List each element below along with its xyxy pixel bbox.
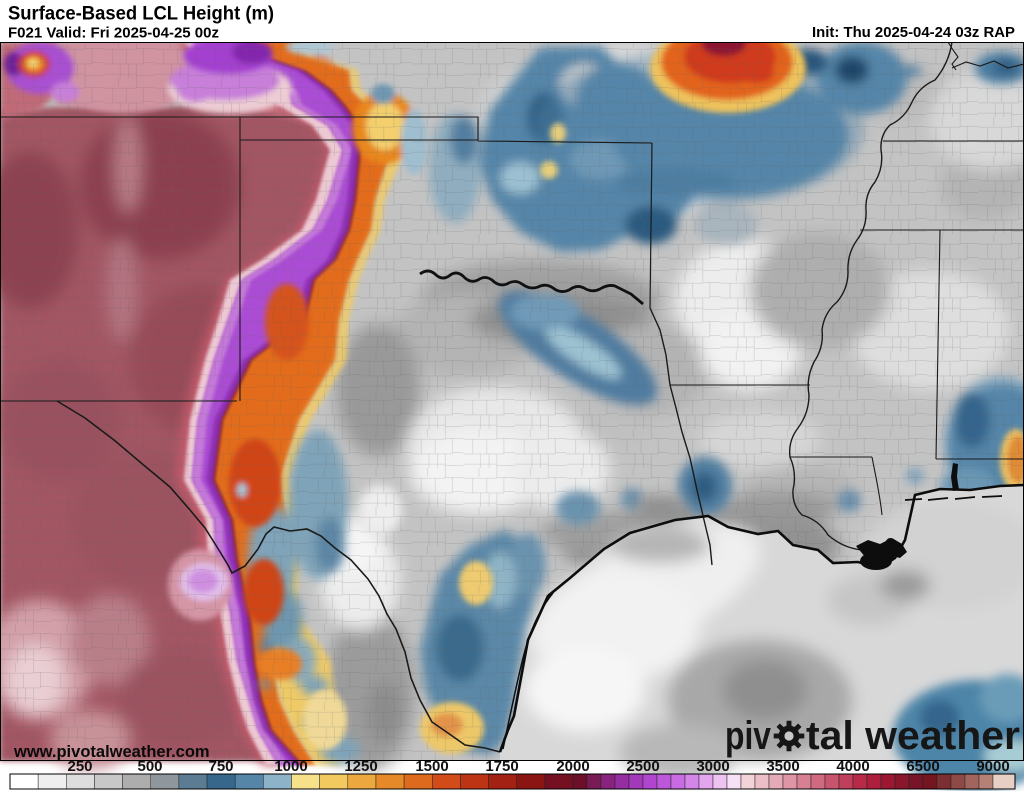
svg-text:6500: 6500 xyxy=(906,758,939,775)
svg-text:250: 250 xyxy=(67,758,92,775)
svg-text:tal weather: tal weather xyxy=(806,714,1020,758)
svg-text:Surface-Based LCL Height (m): Surface-Based LCL Height (m) xyxy=(8,4,274,25)
svg-text:1000: 1000 xyxy=(274,758,307,775)
svg-text:1250: 1250 xyxy=(344,758,377,775)
svg-text:750: 750 xyxy=(208,758,233,775)
svg-text:2000: 2000 xyxy=(556,758,589,775)
svg-text:4000: 4000 xyxy=(836,758,869,775)
svg-text:3000: 3000 xyxy=(696,758,729,775)
svg-text:9000: 9000 xyxy=(976,758,1009,775)
svg-text:www.pivotalweather.com: www.pivotalweather.com xyxy=(13,743,210,761)
svg-text:1500: 1500 xyxy=(415,758,448,775)
svg-text:F021 Valid: Fri 2025-04-25 00z: F021 Valid: Fri 2025-04-25 00z xyxy=(8,26,219,42)
svg-text:500: 500 xyxy=(137,758,162,775)
svg-text:Init: Thu 2025-04-24 03z RAP: Init: Thu 2025-04-24 03z RAP xyxy=(812,25,1015,41)
svg-text:3500: 3500 xyxy=(766,758,799,775)
svg-text:1750: 1750 xyxy=(485,758,518,775)
svg-text:piv: piv xyxy=(725,714,772,758)
svg-text:2500: 2500 xyxy=(626,758,659,775)
